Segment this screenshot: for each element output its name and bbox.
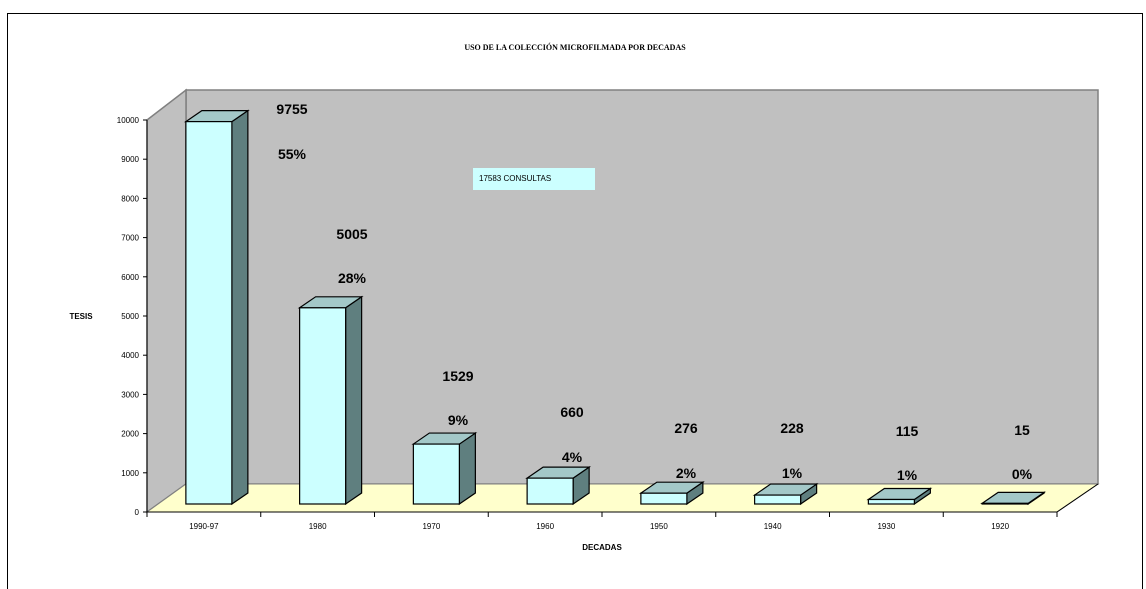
- x-axis-label: DECADAS: [582, 543, 622, 552]
- data-label-percent: 9%: [448, 412, 469, 428]
- bar: [525, 465, 592, 506]
- data-label-percent: 1%: [897, 467, 918, 483]
- y-tick-label: 6000: [121, 273, 139, 282]
- bar-front: [185, 121, 233, 505]
- data-label-value: 115: [896, 423, 919, 439]
- data-label-value: 228: [780, 420, 804, 436]
- y-tick-label: 3000: [121, 390, 139, 399]
- bar-front: [981, 502, 1029, 505]
- floor: [145, 483, 1100, 513]
- x-tick-label: 1990-97: [189, 522, 219, 531]
- bar: [297, 295, 364, 506]
- y-tick-label: 8000: [121, 194, 139, 203]
- bar: [752, 482, 819, 506]
- bar: [866, 487, 933, 506]
- floor-front-edge: [1056, 483, 1099, 513]
- data-label-percent: 4%: [562, 449, 583, 465]
- annotation-box: [473, 168, 595, 190]
- data-label-value: 5005: [336, 226, 367, 242]
- bar-front: [640, 492, 688, 505]
- bar-side: [345, 295, 363, 506]
- bar-side: [458, 431, 476, 506]
- y-tick-label: 0: [135, 508, 140, 517]
- chart-title: USO DE LA COLECCIÓN MICROFILMADA POR DEC…: [464, 42, 686, 52]
- x-tick-label: 1960: [536, 522, 554, 531]
- bar-front: [526, 477, 574, 505]
- bar: [638, 481, 705, 506]
- bar-front: [299, 307, 347, 505]
- data-label-value: 15: [1014, 422, 1030, 438]
- x-tick-label: 1920: [991, 522, 1009, 531]
- bar: [411, 431, 478, 506]
- y-tick-label: 2000: [121, 430, 139, 439]
- data-label-percent: 1%: [782, 465, 803, 481]
- annotation-text: 17583 CONSULTAS: [479, 174, 551, 183]
- data-label-value: 660: [560, 404, 584, 420]
- x-tick-label: 1950: [650, 522, 668, 531]
- bar-side: [231, 109, 249, 506]
- bar-front: [412, 443, 460, 505]
- bar-front: [867, 498, 915, 505]
- data-label-percent: 2%: [676, 465, 697, 481]
- x-tick-label: 1930: [877, 522, 895, 531]
- x-tick-label: 1980: [309, 522, 327, 531]
- bar: [980, 491, 1047, 506]
- y-tick-label: 1000: [121, 469, 139, 478]
- x-tick-label: 1970: [422, 522, 440, 531]
- y-tick-label: 4000: [121, 351, 139, 360]
- x-tick-label: 1940: [764, 522, 782, 531]
- data-label-percent: 28%: [338, 270, 367, 286]
- y-tick-label: 5000: [121, 312, 139, 321]
- data-label-value: 276: [674, 420, 698, 436]
- data-label-value: 9755: [276, 101, 307, 117]
- data-label-percent: 0%: [1012, 466, 1033, 482]
- chart-frame: [7, 13, 1143, 589]
- data-label-value: 1529: [442, 368, 473, 384]
- bar: [183, 109, 250, 506]
- data-label-percent: 55%: [278, 146, 307, 162]
- y-axis-label: TESIS: [69, 312, 93, 321]
- bar-front: [754, 494, 802, 505]
- y-tick-label: 7000: [121, 234, 139, 243]
- y-tick-label: 9000: [121, 155, 139, 164]
- y-tick-label: 10000: [117, 116, 140, 125]
